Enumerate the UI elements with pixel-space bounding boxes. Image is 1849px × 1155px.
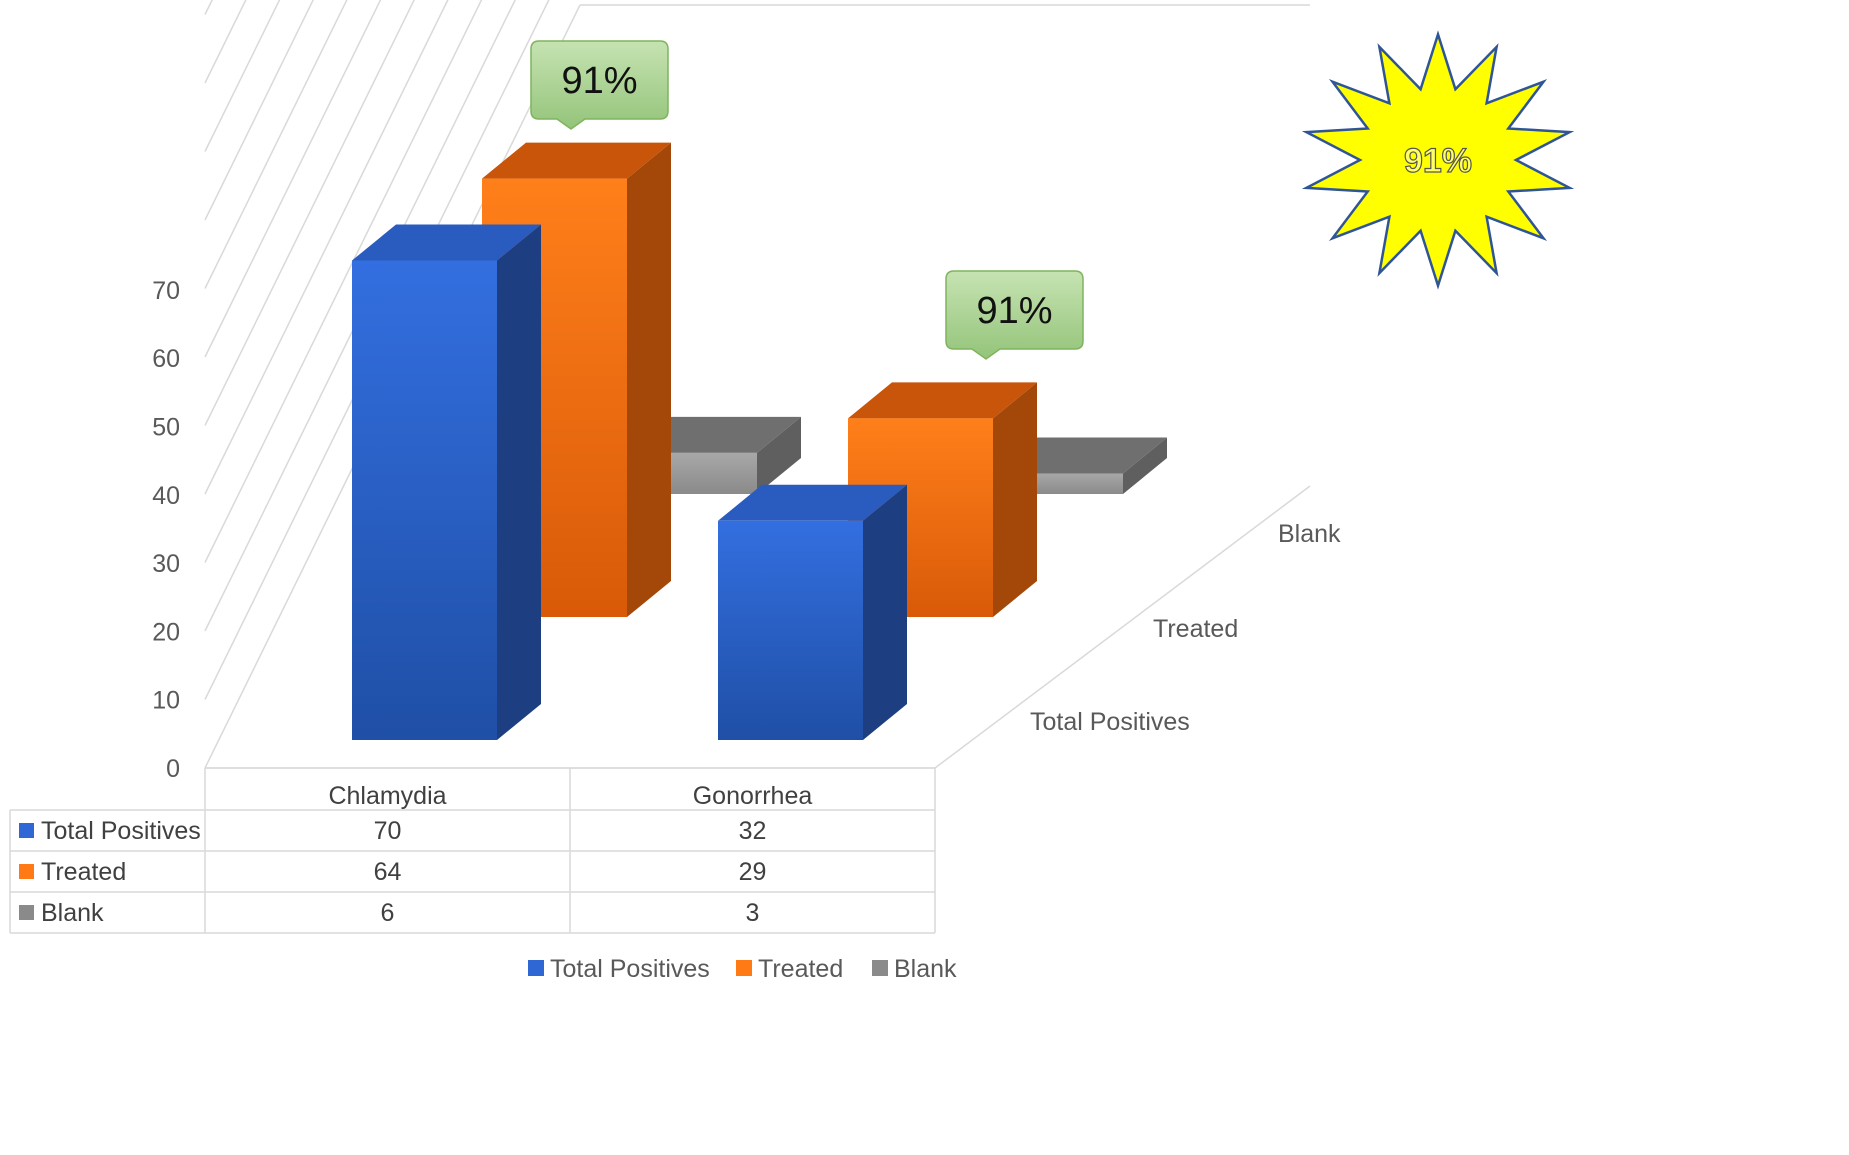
callout-chlamydia: 91% (530, 40, 669, 130)
table-header-gonorrhea: Gonorrhea (693, 782, 813, 810)
legend-label: Treated (758, 955, 843, 983)
gridline-side (204, 0, 213, 15)
bar-top (482, 142, 671, 179)
callouts: 91% 91% (530, 40, 1084, 360)
bar-side (627, 142, 671, 617)
table-cell-value: 6 (381, 899, 395, 927)
legend-key-total-positives (19, 823, 34, 838)
bar-front (718, 520, 863, 740)
bar-top (352, 224, 541, 261)
legend-label: Blank (894, 955, 957, 983)
table-row-label: Total Positives (41, 817, 201, 845)
table-cell-value: 3 (746, 899, 760, 927)
callout-bubble (530, 40, 669, 130)
starburst-polygon (1301, 30, 1575, 290)
legend: Total Positives Treated Blank (528, 955, 957, 983)
bar-side (497, 224, 541, 740)
starburst-label: 91% (1404, 142, 1472, 180)
callout-label: 91% (976, 290, 1052, 332)
bar-front (352, 260, 497, 740)
legend-key-blank (19, 905, 34, 920)
gridline-side (204, 0, 247, 84)
legend-swatch (872, 960, 888, 976)
y-tick-label: 10 (152, 687, 180, 715)
gridline-side (204, 0, 382, 358)
table-header-chlamydia: Chlamydia (328, 782, 446, 810)
depth-axis-label: Treated (1153, 615, 1238, 643)
bar-top (848, 382, 1037, 419)
y-tick-label: 20 (152, 618, 180, 646)
gridlines (204, 0, 1311, 769)
bar-top (718, 484, 907, 521)
legend-swatch (528, 960, 544, 976)
starburst-shape: 91% (1301, 30, 1575, 290)
callout-bubble (945, 270, 1084, 360)
y-tick-label: 40 (152, 482, 180, 510)
gridline-side (204, 0, 281, 152)
gridline-side (204, 0, 348, 289)
y-tick-label: 60 (152, 345, 180, 373)
bar-side (1123, 437, 1167, 494)
bar-side (863, 484, 907, 740)
gridline-side (204, 0, 415, 426)
bar-side (757, 416, 801, 494)
table-row-label: Blank (41, 899, 104, 927)
table-cell-value: 29 (739, 858, 767, 886)
table-cell-value: 64 (374, 858, 402, 886)
table-cell-value: 32 (739, 817, 767, 845)
y-axis-tick-labels: 0 10 20 30 40 50 60 70 (152, 277, 180, 783)
depth-axis-label: Blank (1278, 520, 1341, 548)
depth-axis-labels: Total Positives Treated Blank (1030, 520, 1341, 736)
gridline-side (204, 0, 314, 221)
gridline-side (204, 0, 449, 495)
callout-gonorrhea: 91% (945, 270, 1084, 360)
y-tick-label: 50 (152, 414, 180, 442)
table-row-label: Treated (41, 858, 126, 886)
legend-key-treated (19, 864, 34, 879)
y-tick-label: 30 (152, 550, 180, 578)
bars (352, 142, 1167, 740)
data-table: Chlamydia Gonorrhea Total Positives 70 32 Tre… (9, 767, 936, 934)
bar-chlamydia-total-positives (352, 224, 541, 740)
table-cell-value: 70 (374, 817, 402, 845)
floor-right-edge (934, 485, 1311, 769)
legend-label: Total Positives (550, 955, 710, 983)
y-tick-label: 0 (166, 755, 180, 783)
legend-swatch (736, 960, 752, 976)
bar-side (993, 382, 1037, 617)
callout-label: 91% (561, 60, 637, 102)
y-tick-label: 70 (152, 277, 180, 305)
bar-gonorrhea-total-positives (718, 484, 907, 740)
depth-axis-label: Total Positives (1030, 708, 1190, 736)
gridline-side (204, 0, 483, 563)
